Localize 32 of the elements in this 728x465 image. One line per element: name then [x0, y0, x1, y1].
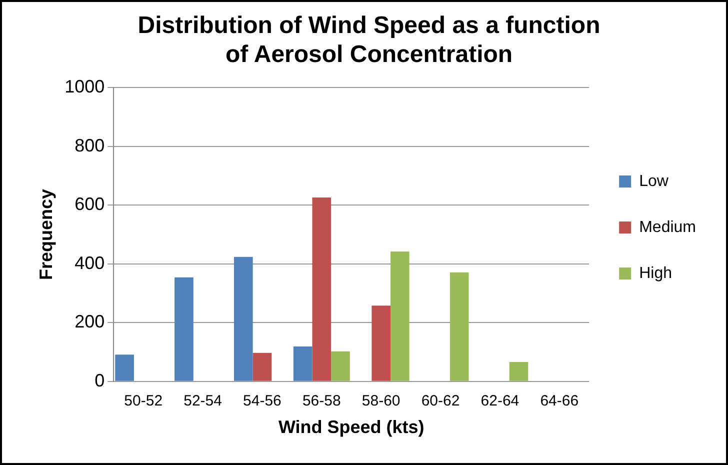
text: Distribution of Wind Speed as a function	[138, 12, 600, 40]
y-tick-label: 400	[74, 252, 105, 273]
x-tick-label: 62-64	[480, 392, 520, 410]
bar	[312, 197, 332, 381]
bar	[293, 346, 312, 381]
y-tick-label: 1000	[64, 76, 105, 97]
x-axis-title: Wind Speed (kts)	[278, 417, 424, 438]
x-tick-label: 52-54	[184, 392, 222, 410]
x-tick-label: 60-62	[421, 392, 460, 410]
legend-label: Low	[639, 172, 669, 190]
bar	[252, 352, 272, 381]
x-tick-label: 54-56	[243, 392, 282, 410]
x-tick-label: 56-58	[302, 392, 341, 410]
bar	[174, 277, 194, 381]
y-tick-label: 600	[74, 194, 105, 214]
legend-label: Medium	[639, 218, 696, 236]
x-tick-label: 58-60	[362, 392, 400, 410]
text: of Aerosol Concentration	[225, 40, 513, 68]
y-tick-label: 0	[94, 370, 105, 390]
x-tick-label: 64-66	[540, 392, 579, 410]
bar	[331, 351, 350, 381]
bar	[450, 272, 469, 381]
y-tick-label: 200	[74, 312, 105, 332]
y-tick-label: 800	[74, 135, 105, 156]
bar	[509, 362, 528, 381]
bar	[115, 354, 134, 381]
bar	[234, 256, 253, 381]
y-axis-title: Frequency	[36, 188, 56, 280]
x-tick-label: 50-52	[124, 392, 163, 410]
legend-label: High	[639, 264, 672, 282]
bar	[390, 252, 410, 381]
bar	[372, 306, 390, 381]
